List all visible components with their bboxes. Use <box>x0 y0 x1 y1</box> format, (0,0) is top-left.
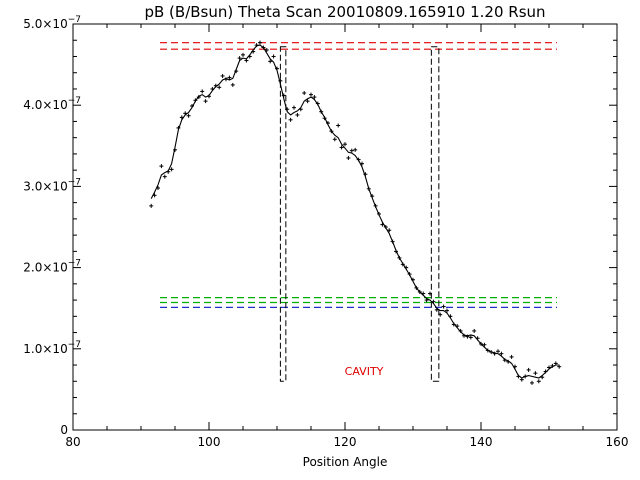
data-point <box>237 56 242 61</box>
y-tick-label: 5.0×10−7 <box>23 15 81 31</box>
data-point <box>509 354 514 359</box>
data-point <box>227 75 232 80</box>
cavity-box-0 <box>279 46 287 382</box>
data-point <box>339 145 344 150</box>
data-point <box>353 147 358 152</box>
data-point <box>200 89 205 94</box>
y-tick-label: 2.0×10−7 <box>23 259 81 275</box>
data-point <box>526 367 531 372</box>
data-point <box>258 40 262 45</box>
data-point <box>292 105 296 110</box>
annotations: CAVITY <box>345 365 384 378</box>
data-point <box>472 328 477 333</box>
data-point <box>241 52 245 57</box>
data-point <box>220 73 225 78</box>
data-point <box>482 342 487 347</box>
data-point <box>295 112 300 117</box>
x-tick-label: 100 <box>198 435 221 449</box>
x-tick-label: 140 <box>470 435 493 449</box>
data-point <box>336 123 341 128</box>
data-point <box>496 349 500 354</box>
reference-lines <box>160 42 557 308</box>
data-point <box>186 113 191 118</box>
cavity-boundary-boxes <box>279 46 440 382</box>
data-point <box>149 203 154 208</box>
y-tick-exponent: −7 <box>68 259 81 269</box>
y-tick-exponent: −7 <box>68 96 81 106</box>
data-point <box>268 59 273 64</box>
data-point <box>536 379 541 384</box>
y-tick-exponent: −7 <box>68 15 81 25</box>
x-axis-title: Position Angle <box>303 455 388 469</box>
smoothed-line <box>150 44 560 379</box>
data-point <box>230 82 235 87</box>
cavity-box-1 <box>430 46 440 382</box>
data-point <box>346 155 351 160</box>
y-tick-exponent: −7 <box>68 340 81 350</box>
data-point <box>530 380 534 385</box>
data-point <box>159 164 164 169</box>
chart-title: pB (B/Bsun) Theta Scan 20010809.165910 1… <box>144 3 545 21</box>
x-tick-label: 160 <box>606 435 629 449</box>
y-tick-label: 4.0×10−7 <box>23 96 81 112</box>
data-point <box>533 371 538 376</box>
data-point <box>445 308 449 313</box>
data-point <box>441 304 446 309</box>
data-point <box>217 85 222 90</box>
data-point <box>438 312 443 317</box>
data-point <box>271 54 276 59</box>
axes: 80 100 120 140 160 0 1.0×10−7 2.0×10−7 3.0×10−7 4… <box>23 15 628 449</box>
y-tick-exponent: −7 <box>68 177 81 187</box>
x-tick-label: 80 <box>65 435 80 449</box>
y-tick-label: 3.0×10−7 <box>23 177 81 193</box>
data-point <box>428 291 432 296</box>
data-point <box>203 99 208 104</box>
data-point <box>288 117 293 122</box>
data-point <box>169 167 174 172</box>
data-point <box>468 335 473 340</box>
data-point <box>162 174 167 179</box>
data-point <box>332 137 337 142</box>
y-tick-label: 1.0×10−7 <box>23 340 81 356</box>
data-point <box>349 148 354 153</box>
x-tick-label: 120 <box>334 435 357 449</box>
data-point <box>343 142 347 147</box>
data-series <box>149 40 562 385</box>
data-point <box>499 351 504 356</box>
y-tick-label: 0 <box>60 423 68 437</box>
data-point <box>309 92 313 97</box>
data-point <box>302 91 307 96</box>
data-point <box>305 99 310 104</box>
cavity-label: CAVITY <box>345 365 384 378</box>
data-point <box>312 95 317 100</box>
